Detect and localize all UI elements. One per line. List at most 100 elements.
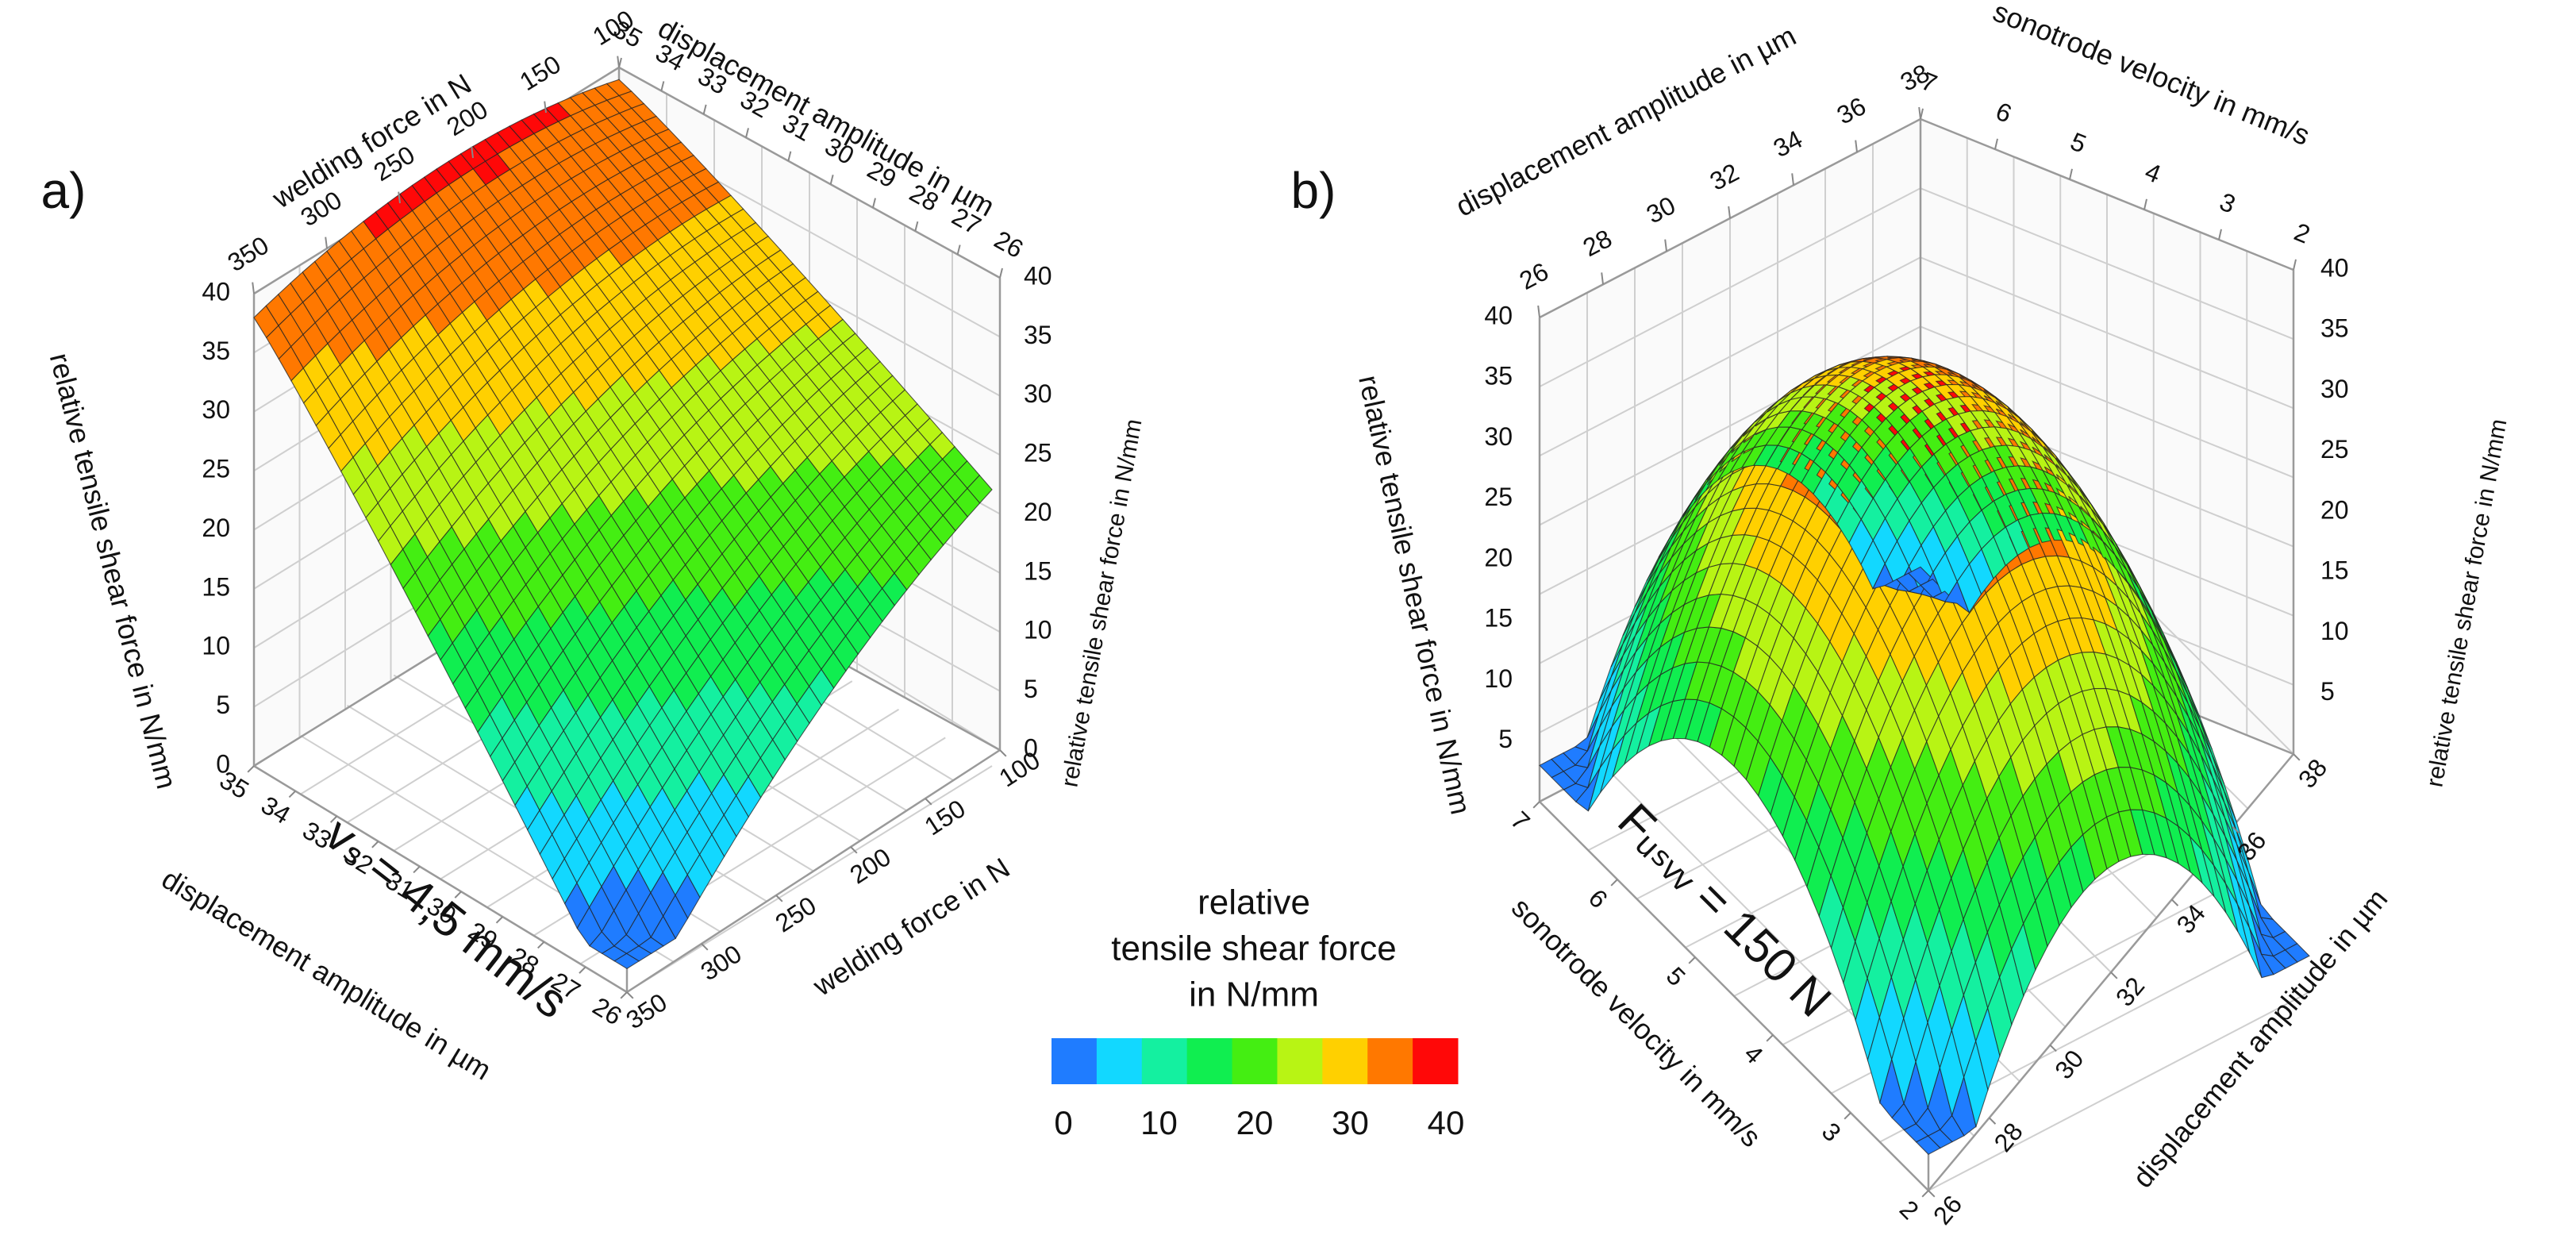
tick-z-right: 25: [1024, 439, 1052, 468]
legend-swatch: [1096, 1038, 1143, 1084]
tick-mark: [745, 128, 749, 138]
tick-amplitude-top: 26: [990, 225, 1028, 264]
tick-mark: [2293, 259, 2297, 271]
tick-mark: [2049, 1044, 2057, 1052]
tick-mark: [1855, 140, 1858, 152]
tick-z-left: 10: [202, 632, 230, 660]
tick-z-right: 15: [1024, 556, 1052, 585]
legend-swatch: [1141, 1038, 1188, 1084]
tick-mark: [544, 101, 547, 114]
legend-tick: 10: [1140, 1104, 1178, 1141]
tick-mark: [1766, 1034, 1774, 1042]
tick-amplitude-top: 36: [1832, 91, 1870, 129]
tick-mark: [2143, 198, 2147, 210]
tick-mark: [1844, 1112, 1851, 1120]
tick-velocity-front: 7: [1505, 806, 1536, 836]
legend-title-line: relative: [1198, 883, 1310, 922]
tick-mark: [2218, 229, 2222, 240]
tick-z-left: 35: [1484, 362, 1513, 391]
tick-mark: [1532, 801, 1540, 809]
tick-z-left: 0: [216, 749, 230, 778]
tick-velocity-front: 2: [1894, 1195, 1924, 1225]
tick-mark: [925, 798, 932, 806]
tick-velocity-top: 6: [1992, 97, 2016, 129]
tick-mark: [2232, 825, 2240, 834]
axis-label-velocity-top: sonotrode velocity in mm/s: [1989, 0, 2314, 152]
tick-mark: [495, 916, 504, 924]
tick-z-right: 10: [1024, 616, 1052, 645]
surface-cell: [967, 474, 993, 504]
tick-mark: [850, 846, 858, 854]
tick-z-left: 40: [202, 277, 230, 306]
axis-label-z-left: relative tensile shear force in N/mm: [1352, 372, 1477, 817]
legend-swatch: [1232, 1038, 1278, 1084]
axis-label-z-right: relative tensile shear force in N/mm: [1056, 417, 1147, 789]
tick-amplitude-top: 30: [1642, 190, 1680, 229]
tick-mark: [999, 267, 1003, 279]
tick-mark: [413, 865, 421, 874]
frame-edge: [253, 764, 628, 994]
legend-tick: 40: [1428, 1104, 1465, 1141]
tick-mark: [872, 198, 876, 208]
tick-mark: [787, 151, 792, 162]
tick-mark: [701, 943, 709, 951]
axis-label-z-left: relative tensile shear force in N/mm: [44, 350, 183, 792]
tick-z-right: 20: [1024, 498, 1052, 526]
tick-mark: [1988, 1117, 1997, 1125]
tick-z-right: 40: [2320, 253, 2349, 282]
tick-velocity-top: 4: [2141, 157, 2165, 189]
legend-swatch: [1413, 1038, 1459, 1084]
tick-z-left: 10: [1484, 664, 1513, 693]
gridline: [1928, 991, 2310, 1191]
tick-velocity-front: 6: [1583, 883, 1613, 914]
tick-z-right: 5: [1024, 675, 1038, 703]
frame-edge: [1920, 117, 2294, 271]
tick-mark: [252, 282, 255, 294]
tick-mark: [1664, 239, 1667, 252]
tick-z-left: 40: [1484, 301, 1513, 329]
tick-mark: [626, 991, 634, 999]
surface-cell: [2284, 943, 2310, 963]
tick-mark: [620, 991, 628, 999]
tick-mark: [1688, 956, 1696, 964]
tick-mark: [1537, 305, 1540, 318]
tick-mark: [829, 174, 834, 185]
legend-swatch: [1277, 1038, 1323, 1084]
tick-velocity-front: 4: [1739, 1039, 1769, 1069]
tick-mark: [618, 57, 622, 68]
tick-z-left: 15: [202, 572, 230, 601]
tick-welding-force-top: 350: [222, 230, 273, 277]
legend-swatch: [1367, 1038, 1413, 1084]
tick-z-left: 25: [202, 455, 230, 483]
tick-mark: [914, 221, 919, 232]
tick-z-right: 30: [1024, 379, 1052, 408]
tick-amplitude-top: 28: [1578, 224, 1617, 262]
legend-swatch: [1052, 1038, 1098, 1084]
tick-z-right: 35: [2320, 314, 2349, 343]
tick-mark: [471, 146, 474, 159]
frame-edge: [1539, 801, 1929, 1191]
chart-b: 2628303234363876543255101015152020252530…: [1291, 0, 2513, 1230]
legend-tick: 30: [1332, 1104, 1369, 1141]
tick-mark: [1610, 879, 1618, 887]
tick-velocity-front: 5: [1661, 961, 1691, 991]
tick-amplitude-top: 32: [1705, 158, 1744, 196]
tick-mark: [454, 891, 462, 898]
legend-swatch: [1322, 1038, 1368, 1084]
tick-z-right: 25: [2320, 435, 2349, 464]
tick-z-right: 0: [1024, 733, 1038, 762]
tick-mark: [288, 790, 296, 798]
tick-z-left: 20: [202, 514, 230, 542]
tick-velocity-front: 3: [1817, 1117, 1847, 1147]
tick-mark: [1928, 1190, 1936, 1198]
tick-mark: [398, 191, 401, 204]
tick-z-right: 35: [1024, 321, 1052, 349]
axis-label-welding-force-front: welding force in N: [806, 851, 1015, 1002]
tick-mark: [1921, 1190, 1929, 1198]
tick-mark: [325, 237, 328, 249]
tick-z-right: 20: [2320, 495, 2349, 524]
tick-velocity-top: 5: [2067, 127, 2090, 159]
tick-mark: [2293, 753, 2301, 761]
tick-z-left: 30: [202, 395, 230, 424]
tick-mark: [660, 81, 665, 91]
